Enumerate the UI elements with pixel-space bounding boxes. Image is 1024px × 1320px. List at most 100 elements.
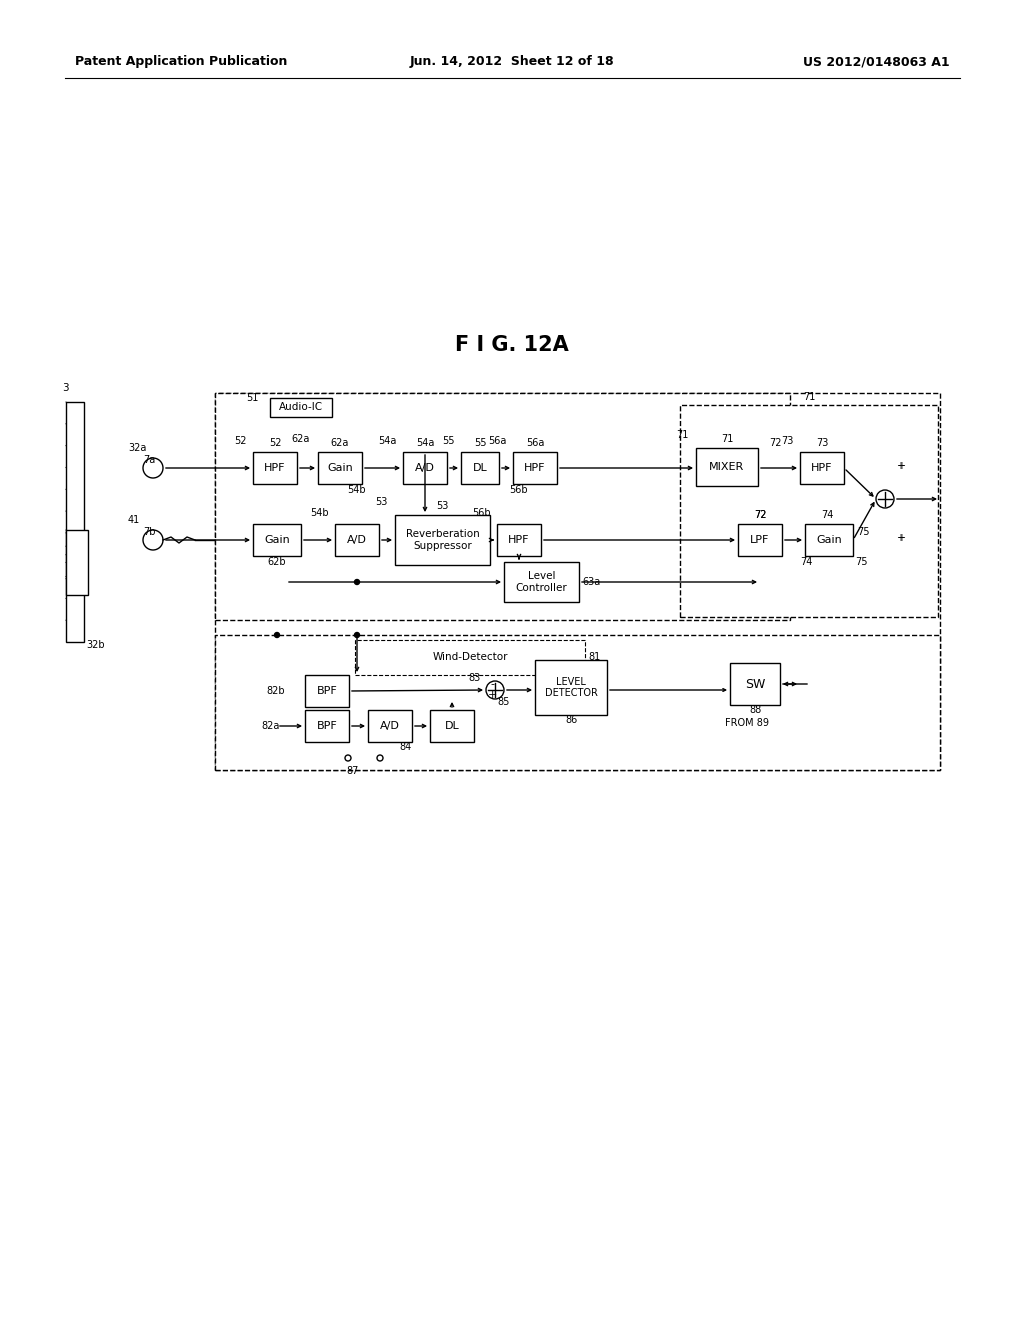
Text: 56b: 56b [510, 484, 528, 495]
Text: +: + [897, 533, 905, 543]
Text: 51: 51 [247, 393, 259, 403]
Text: 72: 72 [754, 510, 766, 520]
Text: 71: 71 [721, 434, 733, 444]
Text: Gain: Gain [327, 463, 353, 473]
Bar [497, 524, 541, 556]
Text: 82a: 82a [261, 721, 280, 731]
Text: 41: 41 [128, 515, 140, 525]
Bar [270, 399, 332, 417]
Text: HPF: HPF [524, 463, 546, 473]
Text: Level
Controller: Level Controller [516, 572, 567, 593]
Bar [430, 710, 474, 742]
Text: 72: 72 [769, 438, 782, 447]
Text: 74: 74 [800, 557, 812, 568]
Text: 52: 52 [234, 436, 247, 446]
Text: 87: 87 [347, 766, 359, 776]
Text: -: - [490, 678, 494, 689]
Text: 53: 53 [375, 498, 387, 507]
Bar [253, 451, 297, 484]
Bar [504, 562, 579, 602]
Text: 62a: 62a [292, 434, 310, 444]
Bar [215, 393, 790, 620]
Text: 73: 73 [781, 436, 794, 446]
Text: 7a: 7a [143, 455, 156, 465]
Text: F I G. 12A: F I G. 12A [455, 335, 569, 355]
Text: SW: SW [744, 677, 765, 690]
Text: Jun. 14, 2012  Sheet 12 of 18: Jun. 14, 2012 Sheet 12 of 18 [410, 55, 614, 69]
Text: 74: 74 [821, 510, 834, 520]
Bar [805, 524, 853, 556]
Text: +: + [896, 461, 904, 471]
Text: 54b: 54b [348, 484, 367, 495]
Text: 32a: 32a [128, 444, 146, 453]
Bar [253, 524, 301, 556]
Text: +: + [487, 690, 497, 700]
Text: 54a: 54a [416, 438, 434, 447]
Text: 85: 85 [497, 697, 509, 708]
Text: 7b: 7b [143, 527, 156, 537]
Text: A/D: A/D [415, 463, 435, 473]
Text: 82b: 82b [266, 686, 285, 696]
Text: 88: 88 [749, 705, 761, 715]
Text: Gain: Gain [264, 535, 290, 545]
Text: HPF: HPF [264, 463, 286, 473]
Bar [461, 451, 499, 484]
Text: Audio-IC: Audio-IC [279, 403, 323, 412]
Text: 63a: 63a [582, 577, 600, 587]
Text: DL: DL [444, 721, 460, 731]
Text: +: + [897, 461, 905, 471]
Bar [800, 451, 844, 484]
Text: 62b: 62b [267, 557, 287, 568]
Text: A/D: A/D [347, 535, 367, 545]
Text: 53: 53 [436, 502, 449, 511]
Bar [305, 675, 349, 708]
Bar [738, 524, 782, 556]
Bar [368, 710, 412, 742]
Text: 56a: 56a [525, 438, 544, 447]
Text: 75: 75 [857, 527, 869, 537]
Bar [680, 405, 938, 616]
Bar [513, 451, 557, 484]
Bar [395, 515, 490, 565]
Text: LEVEL
DETECTOR: LEVEL DETECTOR [545, 677, 597, 698]
Text: 3: 3 [61, 383, 69, 393]
Text: 75: 75 [855, 557, 867, 568]
Text: 83: 83 [469, 673, 481, 682]
Text: 56a: 56a [488, 436, 507, 446]
Text: 55: 55 [442, 436, 455, 446]
Text: 84: 84 [399, 742, 411, 752]
Text: 72: 72 [754, 510, 766, 520]
Text: A/D: A/D [380, 721, 400, 731]
Bar [335, 524, 379, 556]
Text: 54a: 54a [378, 436, 396, 446]
Circle shape [354, 579, 359, 585]
Bar [66, 403, 84, 642]
Bar [215, 635, 940, 770]
Text: +: + [896, 533, 904, 543]
Bar [215, 393, 940, 770]
Bar [305, 710, 349, 742]
Text: 32b: 32b [86, 640, 104, 649]
Text: HPF: HPF [508, 535, 529, 545]
Text: 86: 86 [565, 715, 578, 725]
Text: 73: 73 [816, 438, 828, 447]
Text: Gain: Gain [816, 535, 842, 545]
Text: Patent Application Publication: Patent Application Publication [75, 55, 288, 69]
Text: 71: 71 [803, 392, 815, 403]
Bar [355, 640, 585, 675]
Bar [696, 447, 758, 486]
Text: MIXER: MIXER [710, 462, 744, 473]
Circle shape [274, 632, 280, 638]
Bar [730, 663, 780, 705]
Text: 81: 81 [588, 652, 600, 663]
Text: 52: 52 [268, 438, 282, 447]
Text: HPF: HPF [811, 463, 833, 473]
Text: BPF: BPF [316, 686, 337, 696]
Circle shape [354, 632, 359, 638]
Text: LPF: LPF [751, 535, 770, 545]
Bar [535, 660, 607, 715]
Text: BPF: BPF [316, 721, 337, 731]
Text: FROM 89: FROM 89 [725, 718, 769, 729]
Text: 55: 55 [474, 438, 486, 447]
Bar [66, 531, 88, 595]
